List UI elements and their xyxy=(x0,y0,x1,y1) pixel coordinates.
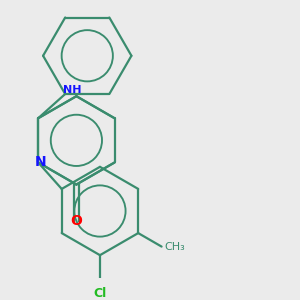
Text: N: N xyxy=(34,155,46,170)
Text: CH₃: CH₃ xyxy=(164,242,185,252)
Text: O: O xyxy=(70,214,82,228)
Text: NH: NH xyxy=(63,85,82,95)
Text: Cl: Cl xyxy=(93,287,106,300)
